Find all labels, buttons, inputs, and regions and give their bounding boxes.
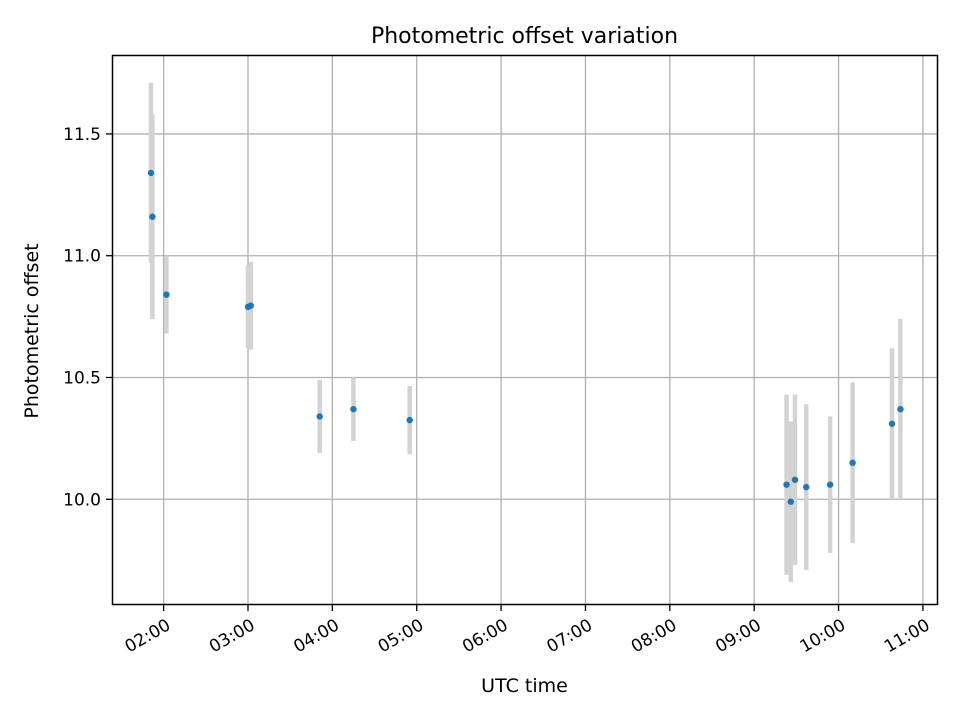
data-point <box>406 416 413 424</box>
data-point <box>163 291 170 298</box>
data-point <box>849 459 856 466</box>
data-point <box>247 302 255 309</box>
data-point <box>897 405 904 413</box>
x-tick-label: 05:00 <box>375 615 427 657</box>
x-tick-label: 09:00 <box>712 615 764 657</box>
y-tick-label: 11.0 <box>63 247 101 267</box>
y-tick-label: 11.5 <box>63 125 101 145</box>
data-point <box>783 481 790 488</box>
data-point <box>888 420 896 427</box>
grid-lines <box>113 56 937 604</box>
x-tick-label: 07:00 <box>544 615 596 657</box>
x-tick-label: 06:00 <box>459 615 511 657</box>
plot-frame <box>111 54 939 606</box>
data-point <box>826 481 834 488</box>
data-point <box>316 413 323 420</box>
y-axis-ticks: 10.0 10.5 11.0 11.5 <box>63 125 113 510</box>
data-point <box>147 169 155 177</box>
error-bars <box>148 82 903 583</box>
x-tick-label: 02:00 <box>122 615 174 657</box>
chart-title: Photometric offset variation <box>371 24 678 49</box>
x-tick-label: 04:00 <box>290 615 342 657</box>
data-points <box>147 169 904 505</box>
x-axis-label: UTC time <box>481 675 568 697</box>
data-point <box>350 405 357 413</box>
x-tick-label: 10:00 <box>797 615 849 657</box>
y-tick-label: 10.0 <box>63 490 101 510</box>
y-axis-label: Photometric offset <box>21 243 43 418</box>
x-tick-label: 03:00 <box>206 615 258 657</box>
data-point <box>787 498 794 505</box>
y-tick-label: 10.5 <box>63 368 101 388</box>
x-axis-ticks: 02:00 03:00 04:00 05:00 06:00 07:00 08:00 09:00… <box>122 604 933 657</box>
x-tick-label: 08:00 <box>628 615 680 657</box>
data-point <box>149 213 156 220</box>
data-point <box>791 476 799 483</box>
x-tick-label: 11:00 <box>881 615 933 657</box>
data-point <box>803 483 810 491</box>
